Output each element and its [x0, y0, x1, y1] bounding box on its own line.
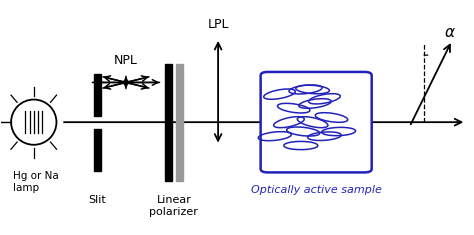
Text: Linear
polarizer: Linear polarizer	[149, 195, 198, 217]
Text: LPL: LPL	[207, 18, 229, 31]
Text: Hg or Na
lamp: Hg or Na lamp	[12, 171, 58, 193]
Bar	[175, 64, 183, 180]
Text: Optically active sample: Optically active sample	[251, 185, 382, 195]
Bar	[94, 74, 101, 116]
Bar	[164, 64, 172, 180]
Text: α: α	[445, 25, 455, 40]
Text: NPL: NPL	[114, 54, 138, 67]
Text: Slit: Slit	[89, 195, 107, 205]
FancyBboxPatch shape	[261, 72, 372, 172]
Bar	[94, 129, 101, 171]
